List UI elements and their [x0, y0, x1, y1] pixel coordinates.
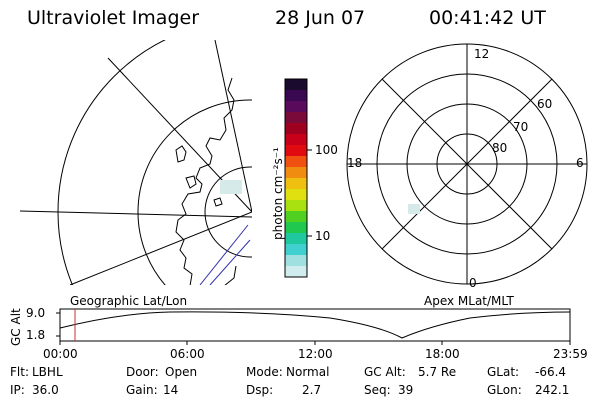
- altitude-plot: [56, 308, 571, 345]
- status-mode-value: Normal: [286, 365, 330, 379]
- status-ip-label: IP:: [10, 383, 25, 397]
- status-gcalt-label: GC Alt:: [364, 365, 406, 379]
- altitude-tick-label: 1.8: [26, 328, 46, 342]
- lat-circle-mid: [137, 99, 252, 285]
- mlt-line: [381, 78, 553, 250]
- colorbar-segment: [285, 222, 307, 234]
- status-ip-value: 36.0: [32, 383, 59, 397]
- mlat-label-60: 60: [537, 97, 553, 111]
- mlt-label-midnight: 0: [469, 276, 477, 290]
- mlt-label-noon: 12: [474, 47, 490, 61]
- status-glon-label: GLon:: [487, 383, 522, 397]
- status-door-label: Door:: [126, 365, 159, 379]
- coastline: [175, 77, 237, 285]
- instrument-title: Ultraviolet Imager: [27, 7, 200, 29]
- satellite-track: [199, 224, 249, 285]
- colorbar-segment: [285, 167, 307, 179]
- satellite-track: [209, 239, 251, 285]
- status-dsp-value: 2.7: [302, 383, 322, 397]
- colorbar-segment: [285, 255, 307, 267]
- lat-circle-inner: [204, 166, 252, 258]
- mlat-label-70: 70: [513, 120, 529, 134]
- time-label: 00:41:42 UT: [429, 7, 546, 29]
- geographic-map: [20, 40, 252, 285]
- magnetic-polar-plot: [346, 43, 588, 285]
- emission-patch: [220, 180, 242, 194]
- status-flt-label: Flt:: [10, 365, 29, 379]
- colorbar-segment: [285, 90, 307, 102]
- coastline-island: [185, 175, 197, 189]
- colorbar-segment: [285, 134, 307, 146]
- status-glat-value: -66.4: [535, 365, 567, 379]
- altitude-tick-label: 9.0: [26, 306, 46, 320]
- colorbar-tick-label: 10: [315, 229, 331, 243]
- colorbar-segment: [285, 233, 307, 245]
- time-tick-label: 00:00: [43, 347, 78, 361]
- colorbar-segment: [285, 244, 307, 256]
- colorbar-segment: [285, 145, 307, 157]
- emission-patch: [408, 204, 420, 214]
- colorbar-tick-label: 100: [315, 143, 338, 157]
- colorbar-segment: [285, 156, 307, 168]
- mlt-label-dawn: 6: [576, 156, 584, 170]
- status-seq-label: Seq:: [364, 383, 391, 397]
- colorbar-segment: [285, 101, 307, 113]
- meridian-line: [69, 211, 252, 285]
- status-flt-value: LBHL: [32, 365, 63, 379]
- status-gcalt-value: 5.7 Re: [418, 365, 457, 379]
- colorbar-segment: [285, 178, 307, 190]
- colorbar: [285, 79, 307, 278]
- meridian-line: [214, 40, 252, 213]
- colorbar-segment: [285, 112, 307, 124]
- time-tick-label: 12:00: [298, 347, 333, 361]
- status-dsp-label: Dsp:: [246, 383, 274, 397]
- date-label: 28 Jun 07: [275, 7, 366, 29]
- right-projection-label: Apex MLat/MLT: [424, 294, 514, 308]
- colorbar-frame: [284, 78, 308, 278]
- colorbar-segment: [285, 79, 307, 91]
- mlt-label-dusk: 18: [347, 156, 363, 170]
- mlat-label-80: 80: [492, 141, 508, 155]
- coastline-island: [213, 197, 223, 207]
- status-gain-value: 14: [163, 383, 179, 397]
- colorbar-segment: [285, 211, 307, 223]
- colorbar-segment: [285, 189, 307, 201]
- colorbar-segment: [285, 200, 307, 212]
- status-door-value: Open: [165, 365, 198, 379]
- colorbar-segment: [285, 266, 307, 278]
- altitude-curve: [59, 311, 571, 339]
- colorbar-unit-label: photon cm⁻²s⁻¹: [271, 147, 285, 240]
- time-tick-label: 06:00: [170, 347, 205, 361]
- coastline-island: [175, 145, 187, 163]
- left-projection-label: Geographic Lat/Lon: [70, 294, 188, 308]
- meridian-line: [20, 210, 252, 218]
- status-seq-value: 39: [398, 383, 414, 397]
- time-tick-label: 18:00: [425, 347, 460, 361]
- status-gain-label: Gain:: [126, 383, 158, 397]
- colorbar-segment: [285, 123, 307, 135]
- status-mode-label: Mode:: [246, 365, 283, 379]
- status-glon-value: 242.1: [535, 383, 570, 397]
- altitude-axis-label: GC Alt: [9, 308, 23, 346]
- time-tick-label: 23:59: [553, 347, 588, 361]
- status-glat-label: GLat:: [487, 365, 520, 379]
